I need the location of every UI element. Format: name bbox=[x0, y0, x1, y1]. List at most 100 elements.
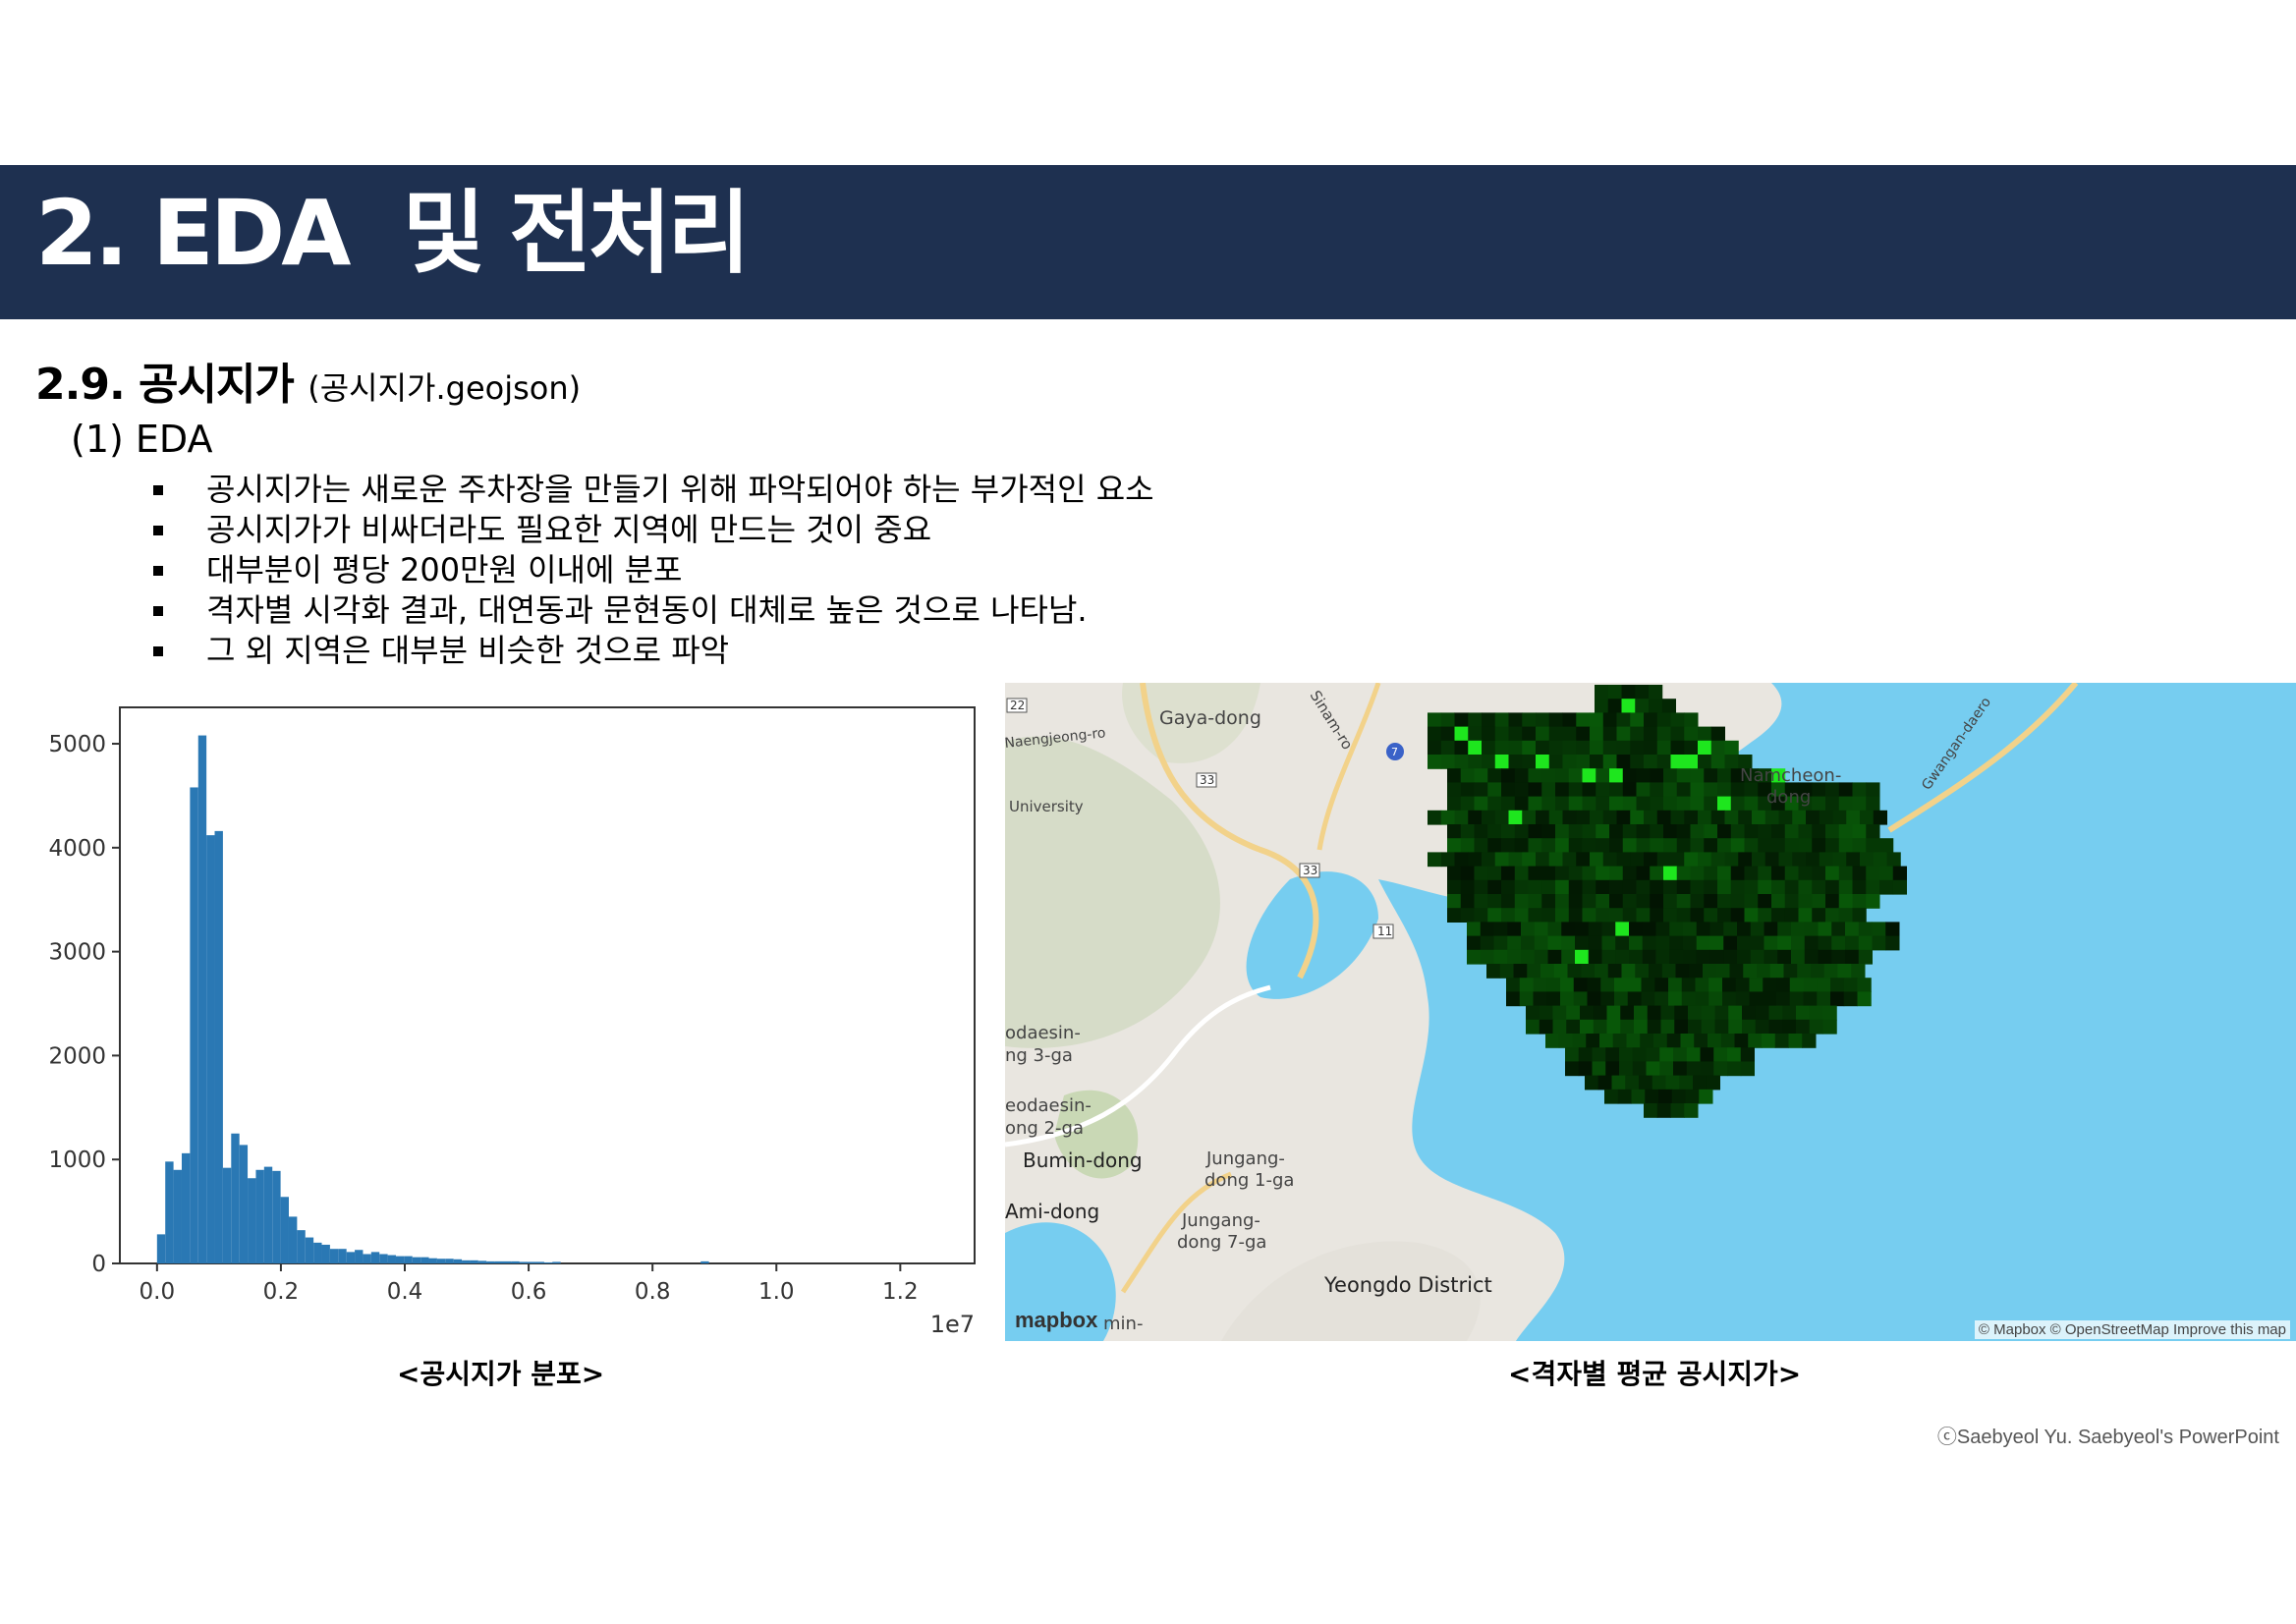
heatmap-cell bbox=[1671, 1089, 1686, 1104]
heatmap-cell bbox=[1831, 922, 1846, 937]
bullet-text: 그 외 지역은 대부분 비슷한 것으로 파악 bbox=[206, 632, 730, 669]
heatmap-cell bbox=[1576, 852, 1591, 868]
heatmap-cell bbox=[1658, 1089, 1673, 1104]
heatmap-cell bbox=[1873, 810, 1887, 825]
heatmap-cell bbox=[1621, 685, 1636, 700]
heatmap-cell bbox=[1771, 782, 1786, 798]
histogram-bar bbox=[214, 830, 223, 1263]
heatmap-cell bbox=[1521, 922, 1536, 937]
heatmap-cell bbox=[1806, 810, 1820, 825]
heatmap-cell bbox=[1468, 852, 1483, 868]
heatmap-cell bbox=[1604, 1089, 1619, 1104]
map-road bbox=[1316, 683, 1381, 851]
heatmap-cell bbox=[1546, 991, 1561, 1007]
heatmap-cell bbox=[1744, 879, 1759, 895]
heatmap-cell bbox=[1684, 755, 1699, 769]
heatmap-cell bbox=[1646, 1047, 1660, 1062]
heatmap-cell bbox=[1440, 755, 1455, 769]
heatmap-cell bbox=[1553, 964, 1568, 979]
heatmap-cell bbox=[1704, 824, 1718, 839]
heatmap-cell bbox=[1743, 964, 1758, 979]
heatmap-cell bbox=[1561, 922, 1576, 937]
heatmap-cell bbox=[1460, 866, 1475, 881]
heatmap-cell bbox=[1601, 949, 1616, 965]
heatmap-cell bbox=[1527, 964, 1541, 979]
heatmap-cell bbox=[1541, 768, 1556, 783]
heatmap-cell bbox=[1555, 824, 1570, 839]
heatmap-cell bbox=[1642, 949, 1656, 965]
heatmap-cell bbox=[1508, 755, 1523, 769]
bullet-text: 격자별 시각화 결과, 대연동과 문현동이 대체로 높은 것으로 나타남. bbox=[206, 591, 1088, 629]
heatmap-cell bbox=[1685, 1089, 1700, 1104]
heatmap-cell bbox=[1809, 1005, 1823, 1021]
heatmap-cell bbox=[1555, 866, 1570, 881]
heatmap-cell bbox=[1609, 879, 1624, 895]
heatmap-cell bbox=[1587, 978, 1601, 992]
heatmap-cell bbox=[1703, 964, 1717, 979]
heatmap-cell bbox=[1818, 935, 1832, 951]
heatmap-cell bbox=[1758, 838, 1772, 853]
heatmap-cell bbox=[1620, 1005, 1635, 1021]
heatmap-cell bbox=[1710, 755, 1725, 769]
heatmap-cell bbox=[1669, 949, 1684, 965]
heatmap-cell bbox=[1493, 949, 1508, 965]
heatmap-cell bbox=[1758, 824, 1772, 839]
heatmap-cell bbox=[1616, 726, 1631, 742]
heatmap-cell bbox=[1582, 908, 1596, 923]
heatmap-cell bbox=[1521, 949, 1536, 965]
heatmap-cell bbox=[1596, 824, 1610, 839]
heatmap-cell bbox=[1474, 768, 1488, 783]
y-tick-label: 0 bbox=[91, 1252, 106, 1277]
heatmap-cell bbox=[1539, 1019, 1553, 1035]
heatmap-cell bbox=[1573, 991, 1588, 1007]
heatmap-cell bbox=[1649, 685, 1663, 700]
heatmap-cell bbox=[1454, 740, 1469, 756]
heatmap-cell bbox=[1562, 852, 1577, 868]
heatmap-cell bbox=[1501, 796, 1516, 812]
heatmap-cell bbox=[1852, 879, 1867, 895]
heatmap-cell bbox=[1696, 935, 1710, 951]
heatmap-cell bbox=[1713, 1047, 1728, 1062]
heatmap-cell bbox=[1831, 949, 1846, 965]
histogram-bar bbox=[329, 1249, 339, 1263]
heatmap-cell bbox=[1659, 1047, 1674, 1062]
heatmap-cell bbox=[1822, 1019, 1837, 1035]
heatmap-cell bbox=[1522, 740, 1537, 756]
header-bar bbox=[0, 165, 2296, 319]
heatmap-cell bbox=[1744, 782, 1759, 798]
heatmap-cell bbox=[1581, 964, 1596, 979]
heatmap-cell bbox=[1771, 879, 1786, 895]
heatmap-cell bbox=[1468, 740, 1483, 756]
heatmap-cell bbox=[1684, 726, 1699, 742]
heatmap-cell bbox=[1710, 726, 1725, 742]
heatmap-cell bbox=[1768, 1019, 1783, 1035]
heatmap-cell bbox=[1514, 796, 1529, 812]
heatmap-cell bbox=[1704, 768, 1718, 783]
choropleth-map[interactable]: 22 33 33 11 7 Gaya-dong Naengjeong-ro Un… bbox=[1005, 683, 2296, 1341]
heatmap-cell bbox=[1635, 699, 1650, 713]
map-attribution[interactable]: © Mapbox © OpenStreetMap Improve this ma… bbox=[1974, 1320, 2290, 1339]
histogram-bar bbox=[700, 1260, 709, 1263]
heatmap-cell bbox=[1649, 964, 1663, 979]
heatmap-cell bbox=[1600, 991, 1615, 1007]
heatmap-cell bbox=[1616, 852, 1631, 868]
heatmap-cell bbox=[1636, 894, 1651, 909]
heatmap-cell bbox=[1582, 796, 1596, 812]
heatmap-cell bbox=[1428, 740, 1442, 756]
road-shield bbox=[1196, 772, 1217, 788]
heatmap-cell bbox=[1784, 879, 1799, 895]
heatmap-cell bbox=[1494, 755, 1509, 769]
heatmap-cell bbox=[1885, 922, 1900, 937]
heatmap-cell bbox=[1548, 755, 1563, 769]
heatmap-cell bbox=[1811, 964, 1825, 979]
heatmap-cell bbox=[1722, 991, 1737, 1007]
heatmap-cell bbox=[1555, 894, 1570, 909]
mapbox-logo[interactable]: mapbox bbox=[1015, 1308, 1098, 1332]
heatmap-cell bbox=[1683, 935, 1698, 951]
heatmap-cell bbox=[1681, 978, 1696, 992]
heatmap-cell bbox=[1627, 991, 1642, 1007]
heatmap-cell bbox=[1468, 712, 1483, 728]
heatmap-cell bbox=[1576, 740, 1591, 756]
heatmap-cell bbox=[1673, 1061, 1688, 1077]
histogram-bar bbox=[535, 1261, 544, 1263]
